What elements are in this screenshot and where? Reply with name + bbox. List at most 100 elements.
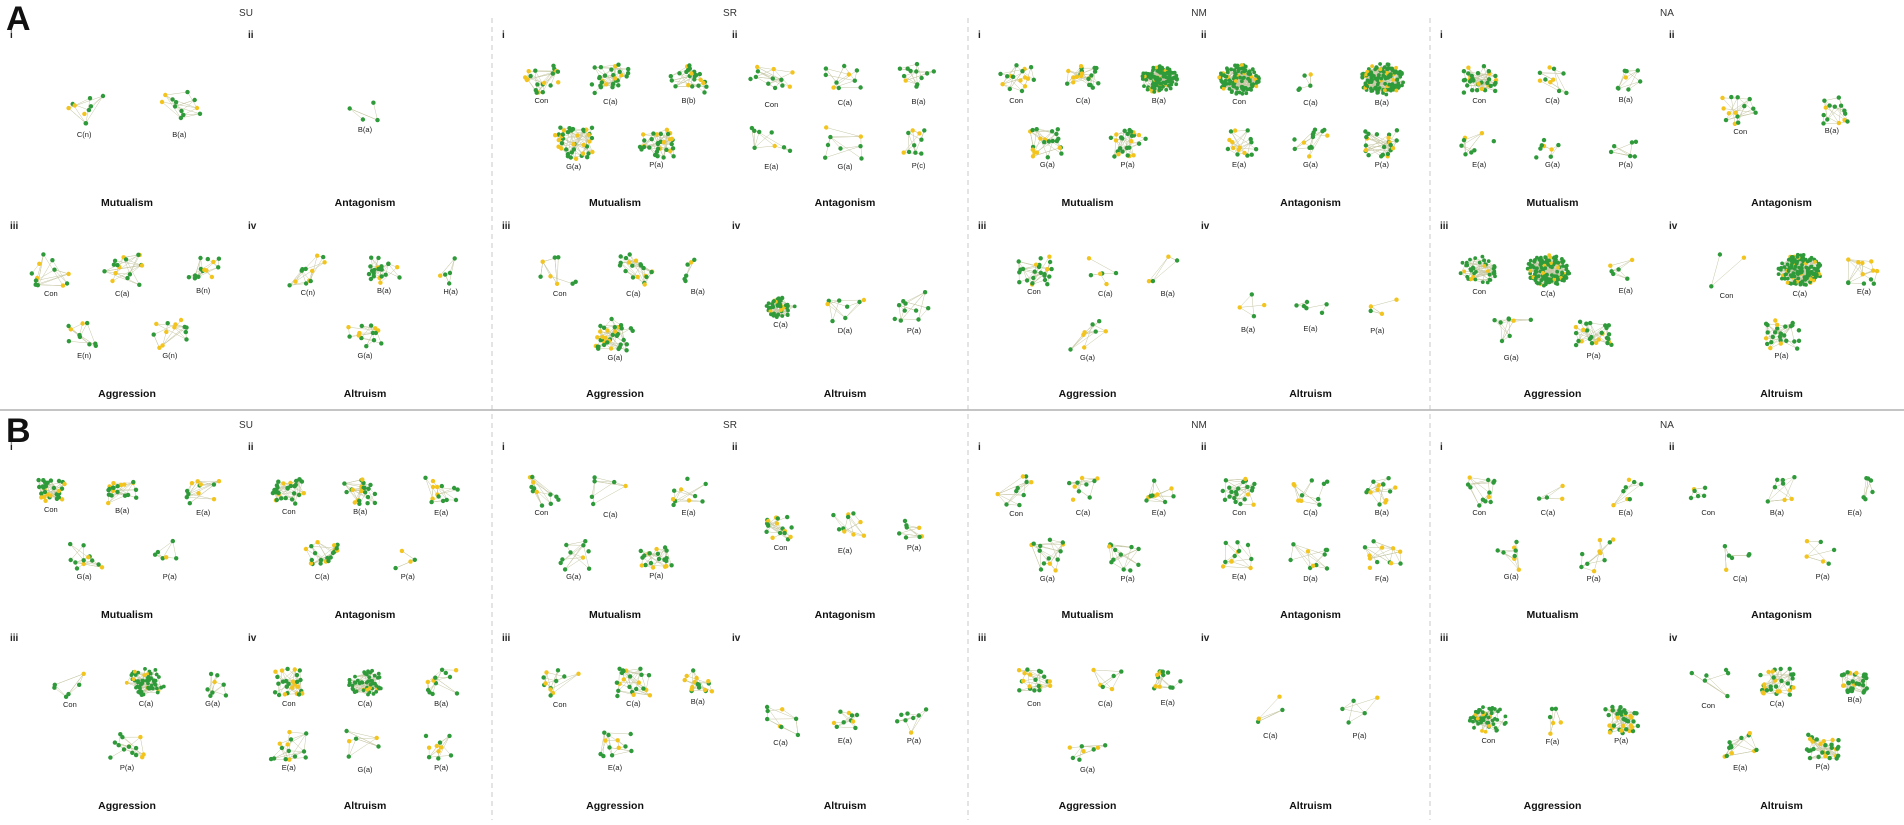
- network-node: [1140, 77, 1145, 81]
- network-node: [1534, 155, 1539, 160]
- network-node: [223, 693, 229, 698]
- network-node: [1394, 65, 1398, 70]
- network-node: [857, 299, 862, 305]
- network-node: [1360, 75, 1365, 79]
- network-node: [1774, 322, 1780, 327]
- network-node: [1000, 82, 1005, 87]
- network-node: [1229, 67, 1233, 72]
- network-node: [770, 305, 775, 309]
- network-edge: [1766, 338, 1787, 342]
- network-node: [452, 256, 457, 261]
- network-edge: [542, 261, 551, 277]
- network-node: [1240, 63, 1244, 68]
- network-node: [303, 281, 309, 286]
- network-node: [748, 76, 753, 82]
- network-node: [1608, 263, 1613, 268]
- network-node: [1324, 302, 1329, 307]
- network-edge: [1848, 282, 1864, 284]
- network-edge: [1034, 138, 1041, 153]
- network-node: [62, 481, 67, 487]
- network-node: [178, 317, 184, 323]
- network-node: [184, 325, 189, 330]
- network-edge: [908, 132, 922, 140]
- network-node: [1473, 256, 1478, 260]
- network-node: [1396, 83, 1401, 88]
- network-node: [137, 282, 142, 287]
- network-node: [836, 85, 841, 91]
- network-node: [1166, 254, 1171, 259]
- network-edge: [827, 303, 846, 319]
- network-node: [701, 80, 706, 86]
- network-node: [1475, 71, 1481, 76]
- network-node: [861, 297, 867, 303]
- network-node: [1032, 269, 1037, 274]
- network-node: [1461, 90, 1467, 95]
- network-edge: [845, 301, 860, 319]
- network-node: [776, 312, 781, 317]
- network-node: [1817, 264, 1821, 269]
- network-node: [914, 61, 920, 67]
- network-node: [1723, 117, 1729, 123]
- network-graph: [1294, 299, 1329, 315]
- network-node: [209, 274, 215, 280]
- network-node: [1146, 279, 1152, 284]
- network-graph: [892, 290, 931, 323]
- network-edge: [156, 323, 185, 328]
- network-node: [109, 493, 114, 498]
- network-node: [77, 332, 82, 338]
- network-node: [677, 71, 682, 76]
- network-node: [553, 133, 558, 138]
- network-node: [360, 477, 365, 482]
- network-node: [1638, 79, 1643, 84]
- network-edge: [903, 152, 922, 154]
- network-node: [115, 262, 120, 268]
- network-node: [779, 308, 783, 312]
- network-graph: [1608, 257, 1635, 281]
- network-node: [1367, 72, 1372, 77]
- network-node: [1294, 303, 1299, 308]
- network-node: [1225, 67, 1230, 72]
- network-edge: [70, 329, 96, 347]
- network-node: [1468, 257, 1472, 262]
- network-node: [371, 338, 377, 343]
- network-node: [852, 78, 857, 83]
- network-node: [293, 279, 298, 284]
- network-node: [1221, 86, 1226, 91]
- network-node: [372, 491, 378, 497]
- network-node: [1368, 304, 1374, 309]
- network-node: [1811, 278, 1816, 283]
- network-node: [1020, 266, 1026, 272]
- network-node: [1798, 282, 1803, 287]
- network-edge: [1711, 254, 1721, 287]
- network-node: [1375, 82, 1380, 87]
- network-graph: [29, 252, 71, 288]
- network-node: [1042, 272, 1047, 277]
- network-node: [308, 278, 313, 284]
- network-node: [88, 104, 94, 109]
- network-node: [838, 146, 843, 151]
- network-edge: [153, 324, 176, 335]
- network-node: [159, 685, 164, 690]
- network-node: [1025, 76, 1031, 81]
- network-node: [1224, 74, 1229, 79]
- network-node: [692, 257, 697, 262]
- network-node: [1612, 144, 1617, 149]
- network-edge: [840, 145, 861, 149]
- network-graph: [438, 256, 457, 286]
- network-node: [139, 693, 144, 697]
- network-edge: [651, 138, 674, 157]
- network-node: [346, 325, 351, 330]
- network-edge: [905, 73, 928, 81]
- network-node: [1506, 317, 1512, 322]
- network-node: [1556, 88, 1562, 94]
- network-edge: [1030, 131, 1046, 140]
- network-edge: [54, 684, 67, 697]
- network-node: [1493, 73, 1498, 79]
- network-node: [393, 565, 398, 571]
- network-node: [185, 89, 190, 95]
- network-node: [772, 143, 777, 149]
- network-node: [1581, 327, 1586, 332]
- network-node: [1388, 142, 1393, 148]
- network-node: [1561, 71, 1566, 76]
- network-edge: [757, 71, 782, 81]
